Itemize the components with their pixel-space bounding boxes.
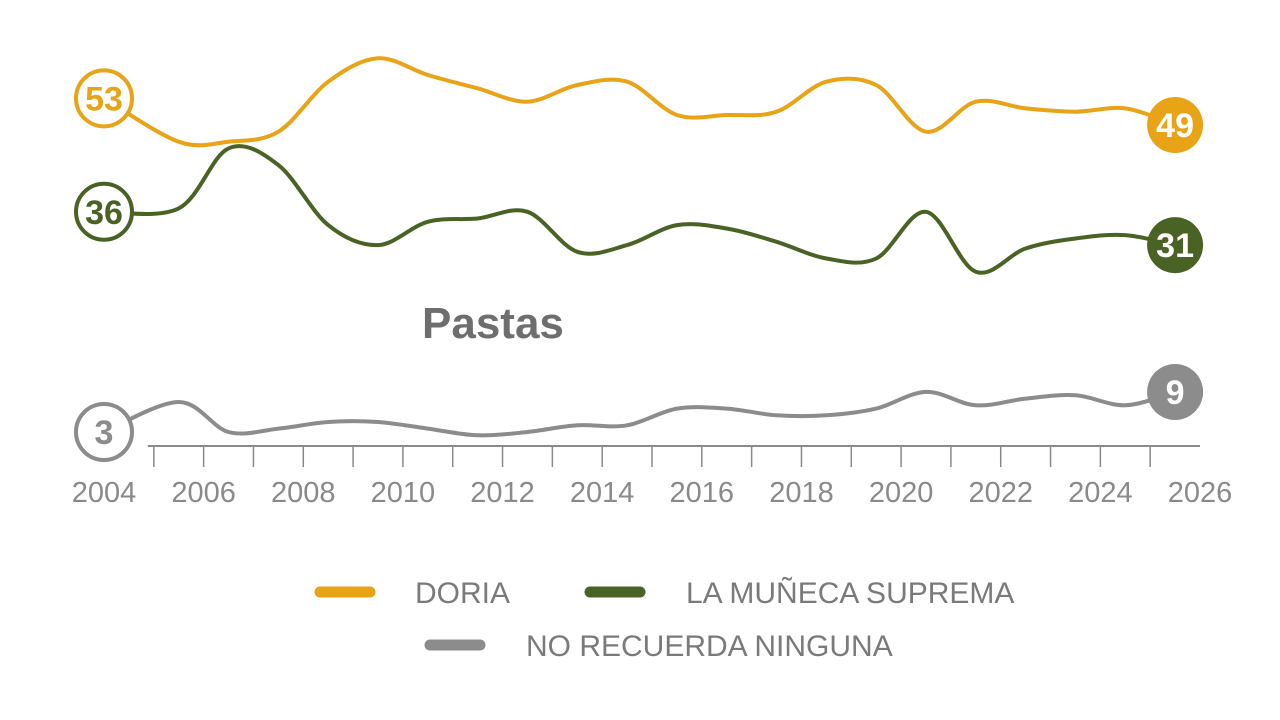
start-marker-no-recuerda-ninguna: [74, 401, 134, 462]
series-line-no-recuerda-ninguna: [102, 389, 1178, 438]
legend-label: NO RECUERDA NINGUNA: [526, 630, 893, 663]
start-marker-doria: [74, 68, 134, 129]
end-value-label-no-recuerda-ninguna: 9: [1166, 374, 1185, 412]
legend-label: LA MUÑECA SUPREMA: [686, 576, 1014, 610]
x-tick-label: 2016: [670, 477, 735, 509]
x-axis: 2004 2006 2008 2010 2012 2014 2016 2018 2020 2022…: [72, 445, 1233, 509]
x-tick-label: 2012: [470, 477, 535, 509]
x-tick-label: 2004: [72, 477, 137, 509]
end-marker-doria: [1147, 97, 1204, 154]
end-value-label-doria: 49: [1156, 107, 1194, 145]
x-tick-label: 2018: [769, 477, 834, 509]
x-tick-label: 2006: [171, 477, 236, 509]
x-tick-label: 2022: [968, 477, 1033, 509]
legend-label: DORIA: [415, 577, 510, 610]
chart-title: Pastas: [422, 299, 564, 348]
x-tick-label: 2020: [869, 477, 934, 509]
start-value-label-no-recuerda-ninguna: 3: [95, 414, 114, 452]
x-tick-label: 2010: [371, 477, 436, 509]
start-marker-la-mu-eca-suprema: [74, 181, 134, 242]
x-tick-label: 2008: [271, 477, 336, 509]
end-value-label-la-mu-eca-suprema: 31: [1156, 227, 1194, 265]
legend: DORIA LA MUÑECA SUPREMA NO RECUERDA NINGUN…: [314, 576, 1014, 663]
end-marker-la-mu-eca-suprema: [1147, 217, 1204, 274]
start-value-label-doria: 53: [85, 80, 123, 118]
series-line-doria: [102, 56, 1178, 148]
x-tick-label: 2014: [570, 477, 635, 509]
start-value-label-la-mu-eca-suprema: 36: [85, 194, 123, 232]
x-tick-label: 2026: [1168, 477, 1233, 509]
x-tick-label: 2024: [1068, 477, 1133, 509]
series-end-markers: 53 49 36 31 3 9: [74, 68, 1204, 462]
end-marker-no-recuerda-ninguna: [1147, 363, 1204, 420]
series-lines: [102, 56, 1178, 438]
series-line-la-mu-eca-suprema: [102, 144, 1178, 275]
